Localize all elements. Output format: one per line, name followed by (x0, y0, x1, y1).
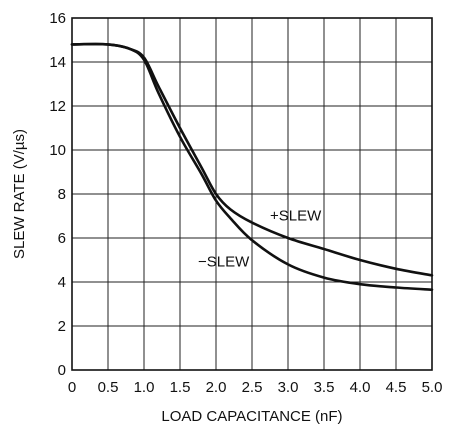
x-tick-label: 1.0 (134, 379, 155, 396)
x-tick-label: 2.0 (206, 379, 227, 396)
x-axis-label: LOAD CAPACITANCE (nF) (161, 408, 342, 425)
grid (71, 17, 433, 371)
series-lines (70, 42, 434, 291)
y-tick-label: 0 (58, 362, 66, 379)
minus-slew-line (70, 42, 434, 291)
x-tick-label: 0 (68, 379, 76, 396)
y-tick-label: 8 (58, 186, 66, 203)
y-tick-label: 16 (49, 10, 66, 27)
x-tick-label: 5.0 (422, 379, 443, 396)
y-tick-label: 2 (58, 318, 66, 335)
tick-labels: 0 0.5 1.0 1.5 2.0 2.5 3.0 3.5 4.0 4.5 5.0 0 2 4 6 8 10 12… (49, 10, 442, 396)
x-tick-label: 0.5 (98, 379, 119, 396)
y-tick-label: 10 (49, 142, 66, 159)
x-tick-label: 1.5 (170, 379, 191, 396)
x-tick-label: 4.0 (350, 379, 371, 396)
y-tick-label: 14 (49, 54, 66, 71)
y-tick-label: 4 (58, 274, 66, 291)
x-tick-label: 3.5 (314, 379, 335, 396)
y-tick-label: 12 (49, 98, 66, 115)
x-tick-label: 3.0 (278, 379, 299, 396)
minus-slew-label: −SLEW (198, 254, 250, 271)
y-tick-label: 6 (58, 230, 66, 247)
series-annotations: +SLEW −SLEW (198, 207, 322, 270)
plot-frame (71, 17, 433, 371)
plus-slew-label: +SLEW (270, 207, 322, 224)
y-axis-label: SLEW RATE (V/µs) (11, 129, 28, 259)
x-tick-label: 2.5 (242, 379, 263, 396)
x-tick-label: 4.5 (386, 379, 407, 396)
